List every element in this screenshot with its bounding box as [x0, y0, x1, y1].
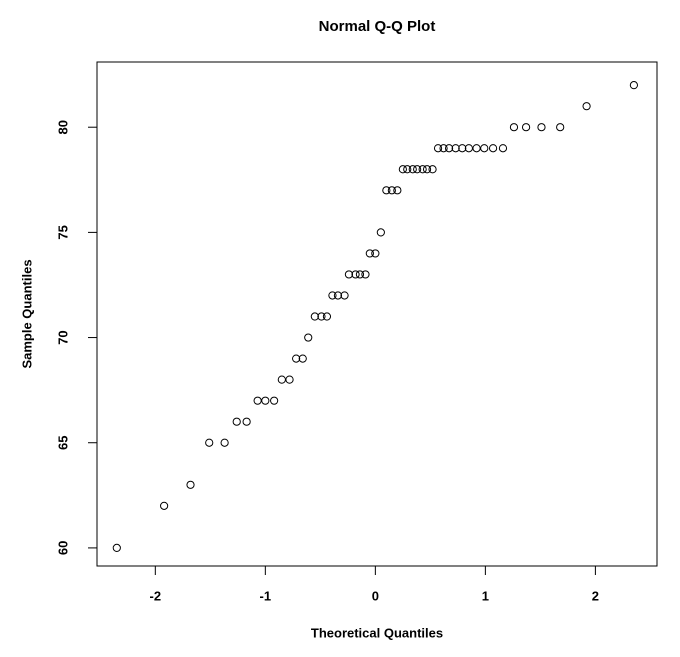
x-tick-label: 1: [482, 588, 489, 603]
y-tick-label: 65: [55, 436, 70, 450]
point: [629, 81, 638, 90]
point: [418, 165, 427, 174]
point: [428, 165, 437, 174]
y-tick-label: 75: [55, 225, 70, 239]
y-tick-label: 80: [55, 120, 70, 134]
point: [277, 375, 286, 384]
point: [160, 501, 169, 510]
x-axis-label: Theoretical Quantiles: [311, 625, 443, 640]
point: [376, 228, 385, 237]
plot-frame: [96, 61, 658, 567]
point: [344, 270, 354, 279]
point: [322, 312, 332, 321]
x-tick-label: -1: [260, 588, 272, 603]
point: [232, 417, 241, 426]
point: [398, 165, 407, 174]
point: [480, 144, 489, 153]
point: [439, 144, 448, 153]
point: [393, 186, 402, 195]
y-tick-label: 70: [55, 330, 70, 344]
x-tick-label: 0: [372, 588, 379, 603]
point: [371, 249, 380, 258]
point: [242, 417, 251, 426]
point: [403, 165, 412, 174]
point: [333, 291, 343, 300]
point: [270, 396, 279, 405]
point: [464, 144, 473, 153]
point: [387, 186, 396, 195]
x-tick-label: 2: [592, 588, 599, 603]
point: [355, 270, 365, 279]
point: [472, 144, 481, 153]
point: [537, 123, 546, 132]
point: [205, 438, 214, 447]
point: [304, 333, 313, 342]
point: [382, 186, 391, 195]
chart-title: Normal Q-Q Plot: [319, 18, 436, 35]
point: [408, 165, 417, 174]
point: [310, 312, 319, 321]
point: [186, 480, 195, 489]
point: [582, 102, 591, 111]
point: [444, 144, 454, 153]
point: [261, 396, 270, 405]
point: [351, 270, 360, 279]
point: [488, 144, 498, 153]
point: [285, 375, 294, 384]
point: [317, 312, 326, 321]
point: [365, 249, 374, 258]
point: [112, 543, 121, 553]
point: [498, 144, 508, 153]
point: [292, 354, 301, 363]
point: [361, 270, 370, 279]
point: [413, 165, 422, 174]
point: [556, 123, 565, 132]
point: [458, 144, 467, 153]
point: [253, 396, 262, 405]
y-axis-label: Sample Quantiles: [19, 259, 34, 368]
y-tick-label: 60: [55, 541, 70, 555]
point: [422, 165, 432, 174]
x-tick-label: -2: [150, 588, 162, 603]
point: [298, 354, 307, 363]
point: [433, 144, 443, 153]
point: [220, 438, 229, 447]
point: [451, 144, 460, 153]
point: [328, 291, 337, 300]
point: [340, 291, 349, 300]
point: [521, 123, 531, 132]
point: [509, 123, 519, 132]
